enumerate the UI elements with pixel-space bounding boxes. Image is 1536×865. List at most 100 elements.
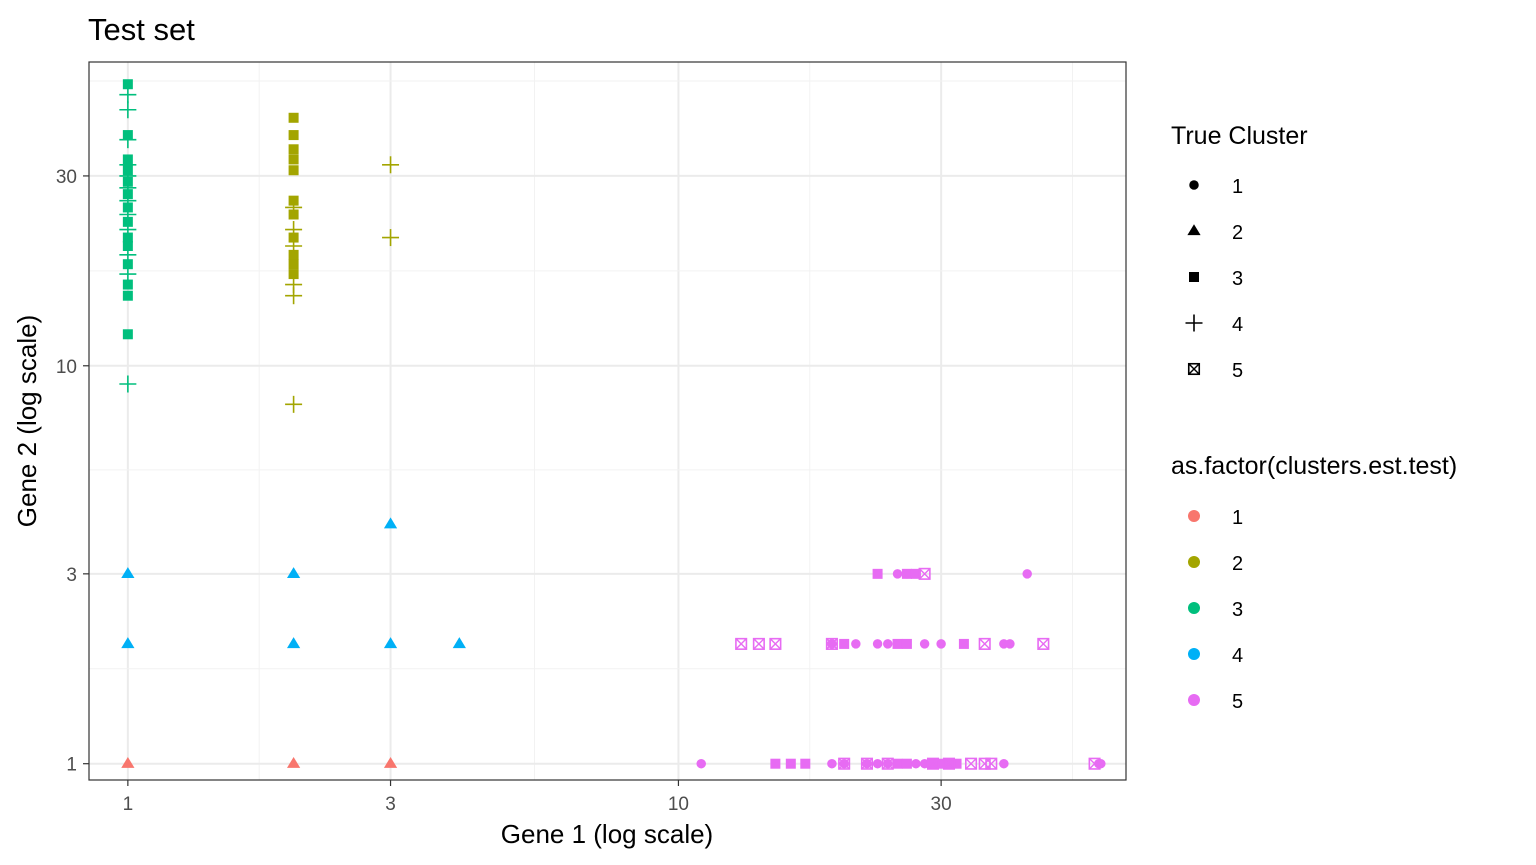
data-point <box>119 86 137 104</box>
data-point <box>838 757 851 770</box>
y-axis-label: Gene 2 (log scale) <box>12 315 42 527</box>
square-x-diag <box>943 757 955 770</box>
legend-key-shape <box>1187 362 1201 376</box>
square-x-diag <box>918 568 931 580</box>
circle-marker <box>1189 180 1199 190</box>
square-marker <box>785 758 796 769</box>
square-x-diag <box>1037 638 1050 650</box>
data-point <box>1022 569 1032 579</box>
circle-marker <box>827 758 837 769</box>
square-marker <box>1189 272 1199 282</box>
circle-marker <box>883 639 893 649</box>
square-x-diag <box>978 638 991 650</box>
legend-label: 1 <box>1232 507 1243 529</box>
data-point <box>958 638 969 649</box>
legend-key-shape <box>1189 180 1199 190</box>
legend-label: 4 <box>1232 314 1243 336</box>
triangle-marker <box>286 637 301 649</box>
circle-marker <box>1022 569 1032 579</box>
legend-key-shape <box>1189 272 1199 282</box>
circle-marker <box>851 639 861 649</box>
legend-key-shape <box>1185 314 1203 332</box>
plot-border <box>88 61 1127 781</box>
data-point <box>285 237 303 255</box>
square-x-marker <box>860 757 874 770</box>
data-point <box>288 259 299 270</box>
data-point <box>1088 757 1101 770</box>
data-point <box>383 637 398 649</box>
legend-label: 4 <box>1232 645 1243 667</box>
circle-marker <box>872 758 883 769</box>
legend-label: 2 <box>1232 553 1243 575</box>
data-point <box>122 290 133 301</box>
square-marker <box>122 259 133 270</box>
data-point <box>119 205 137 223</box>
square-x-diag <box>735 638 747 650</box>
data-point <box>696 758 706 769</box>
data-point <box>382 156 400 174</box>
square-x-marker <box>735 637 748 650</box>
data-point <box>872 639 883 649</box>
data-point <box>121 567 135 579</box>
square-marker <box>288 130 299 141</box>
data-point <box>911 758 921 769</box>
data-point <box>936 758 947 769</box>
data-point <box>383 756 398 768</box>
x-axis-label: Gene 1 (log scale) <box>501 819 713 849</box>
data-point <box>285 198 303 216</box>
circle-marker <box>999 758 1009 769</box>
legend-key-color <box>1188 510 1200 522</box>
circle-marker <box>892 569 903 579</box>
square-x-marker <box>1088 757 1101 770</box>
plot-area <box>88 61 1127 781</box>
data-point <box>285 221 303 239</box>
data-point <box>122 240 133 251</box>
square-x-marker <box>881 757 894 770</box>
data-point <box>892 569 903 579</box>
data-point <box>288 269 299 280</box>
x-axis: 1 3 10 30 <box>123 780 952 815</box>
data-point <box>892 758 903 769</box>
data-point <box>1005 639 1015 649</box>
data-point <box>1096 758 1106 769</box>
data-point <box>121 637 135 649</box>
data-point <box>919 639 930 649</box>
square-x-marker <box>918 567 931 580</box>
triangle-marker <box>121 567 135 579</box>
square-x-marker <box>978 637 991 650</box>
circle-marker <box>919 639 930 649</box>
square-marker <box>951 758 962 769</box>
square-marker <box>288 269 299 280</box>
square-marker <box>288 259 299 270</box>
square-x-diag <box>927 757 939 770</box>
square-x-marker <box>1187 362 1201 376</box>
triangle-marker <box>121 756 135 768</box>
square-x-marker <box>825 637 838 650</box>
square-marker <box>936 758 947 769</box>
triangle-marker <box>452 637 466 649</box>
y-tick-label: 3 <box>66 565 77 586</box>
legend-label: 5 <box>1232 691 1243 713</box>
x-tick-label: 3 <box>385 794 396 815</box>
data-point <box>288 130 299 141</box>
square-marker <box>800 758 811 769</box>
square-marker <box>288 144 299 155</box>
data-point <box>382 229 400 247</box>
data-point <box>288 144 299 155</box>
square-marker <box>288 165 299 176</box>
legend-key-color <box>1188 648 1200 660</box>
legend-title-true-cluster: True Cluster <box>1171 122 1308 150</box>
data-point <box>121 756 135 768</box>
square-x-diag <box>985 757 998 770</box>
circle-marker <box>696 758 706 769</box>
square-x-diag <box>769 638 782 650</box>
legend-key-color <box>1188 602 1200 614</box>
square-x-marker <box>838 757 851 770</box>
data-point <box>1037 637 1050 650</box>
square-marker <box>288 249 299 260</box>
square-x-diag <box>753 638 765 650</box>
square-x-marker <box>926 757 940 770</box>
circle-marker <box>1096 758 1106 769</box>
data-point <box>122 259 133 270</box>
data-point <box>285 395 303 413</box>
